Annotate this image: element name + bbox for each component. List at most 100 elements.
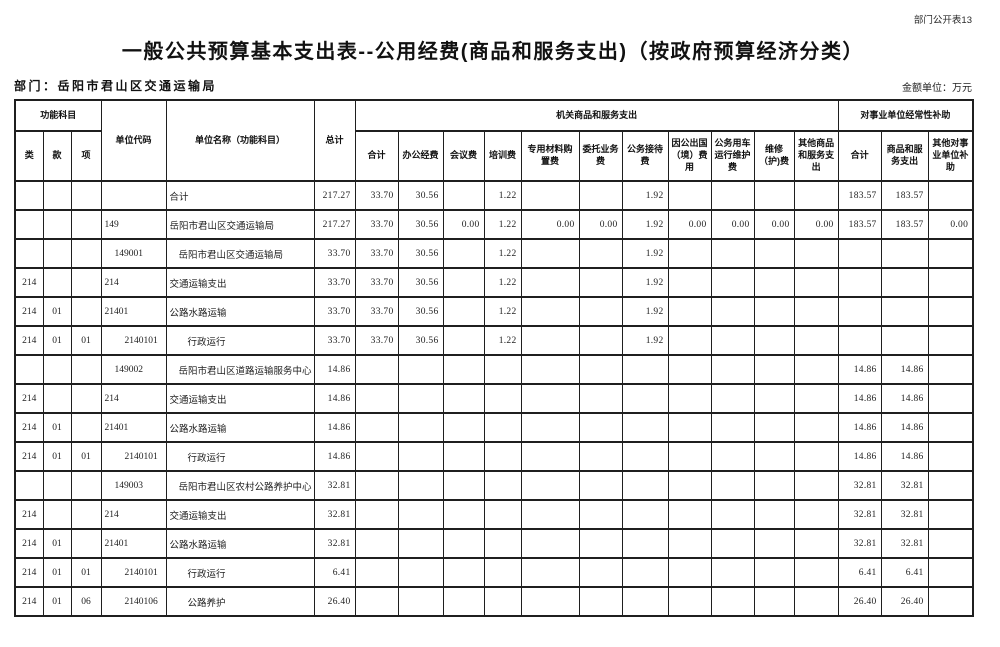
cell-subsidy-other <box>927 325 974 356</box>
cell-repair-fee <box>753 557 795 588</box>
cell-total: 32.81 <box>313 499 356 530</box>
table-row: 214 01 21401 公路水路运输 33.70 33.70 30.56 1.22 1.92 <box>14 296 974 327</box>
table-row: 214 01 06 2140106 公路养护 26.40 26.40 26.40 <box>14 586 974 617</box>
table-header: 功能科目 单位代码 单位名称（功能科目） 总计 机关商品和服务支出 对事业单位经… <box>14 99 974 182</box>
header-subsidy-col: 其他对事业单位补助 <box>927 130 974 182</box>
cell-repair-fee: 0.00 <box>753 209 795 240</box>
cell-total: 14.86 <box>313 412 356 443</box>
header-category: 类 <box>14 130 44 182</box>
cell-total: 32.81 <box>313 528 356 559</box>
cell-subsidy-goods: 6.41 <box>880 557 929 588</box>
cell-subsidy-goods <box>880 238 929 269</box>
cell-reception-fee <box>621 412 669 443</box>
cell-item: 01 <box>70 557 102 588</box>
cell-section: 01 <box>42 412 72 443</box>
cell-entrust-fee <box>578 238 623 269</box>
cell-materials-fee <box>520 470 580 501</box>
cell-subsidy-other <box>927 296 974 327</box>
cell-subsidy-goods: 183.57 <box>880 180 929 211</box>
cell-office-expense <box>397 470 444 501</box>
cell-repair-fee <box>753 296 795 327</box>
cell-subsidy-total: 183.57 <box>837 209 882 240</box>
cell-subsidy-total: 14.86 <box>837 441 882 472</box>
cell-unit-code: 21401 <box>100 412 167 443</box>
cell-section <box>42 180 72 211</box>
cell-subsidy-other <box>927 354 974 385</box>
cell-materials-fee <box>520 557 580 588</box>
cell-reception-fee <box>621 354 669 385</box>
cell-entrust-fee <box>578 441 623 472</box>
cell-category: 214 <box>14 441 44 472</box>
cell-unit-name: 交通运输支出 <box>165 383 315 414</box>
cell-unit-name: 岳阳市君山区道路运输服务中心 <box>165 354 315 385</box>
cell-meeting-fee <box>442 441 485 472</box>
cell-category <box>14 209 44 240</box>
cell-unit-name: 公路水路运输 <box>165 412 315 443</box>
cell-office-expense <box>397 499 444 530</box>
cell-other-goods <box>793 499 839 530</box>
cell-category: 214 <box>14 528 44 559</box>
cell-abroad-fee <box>667 528 712 559</box>
cell-office-expense: 30.56 <box>397 296 444 327</box>
cell-subsidy-total: 32.81 <box>837 470 882 501</box>
cell-svc-total: 33.70 <box>354 296 399 327</box>
cell-other-goods <box>793 325 839 356</box>
cell-subsidy-other <box>927 499 974 530</box>
cell-item <box>70 238 102 269</box>
cell-vehicle-fee <box>710 238 755 269</box>
cell-item <box>70 296 102 327</box>
cell-vehicle-fee <box>710 470 755 501</box>
cell-unit-code: 214 <box>100 383 167 414</box>
cell-office-expense: 30.56 <box>397 325 444 356</box>
cell-materials-fee <box>520 441 580 472</box>
cell-training-fee: 1.22 <box>483 267 522 298</box>
table-row: 149001 岳阳市君山区交通运输局 33.70 33.70 30.56 1.22 1.92 <box>14 238 974 269</box>
cell-item: 06 <box>70 586 102 617</box>
cell-entrust-fee <box>578 557 623 588</box>
cell-meeting-fee <box>442 267 485 298</box>
cell-reception-fee <box>621 528 669 559</box>
cell-category <box>14 238 44 269</box>
cell-vehicle-fee: 0.00 <box>710 209 755 240</box>
cell-vehicle-fee <box>710 557 755 588</box>
header-func-group: 功能科目 <box>14 99 102 132</box>
cell-unit-name: 行政运行 <box>165 325 315 356</box>
cell-other-goods <box>793 557 839 588</box>
cell-total: 14.86 <box>313 441 356 472</box>
cell-svc-total <box>354 557 399 588</box>
cell-other-goods <box>793 238 839 269</box>
cell-reception-fee <box>621 470 669 501</box>
cell-other-goods <box>793 412 839 443</box>
cell-section <box>42 470 72 501</box>
doc-sheet-number: 部门公开表13 <box>913 15 972 26</box>
cell-abroad-fee <box>667 470 712 501</box>
header-svc-col: 因公出国（境）费用 <box>667 130 712 182</box>
cell-unit-name: 行政运行 <box>165 557 315 588</box>
cell-reception-fee: 1.92 <box>621 296 669 327</box>
cell-materials-fee: 0.00 <box>520 209 580 240</box>
cell-vehicle-fee <box>710 383 755 414</box>
cell-other-goods <box>793 586 839 617</box>
department-label: 部门：岳阳市君山区交通运输局 <box>14 79 218 93</box>
cell-svc-total: 33.70 <box>354 209 399 240</box>
cell-section <box>42 209 72 240</box>
cell-subsidy-other <box>927 586 974 617</box>
header-row-sub: 类 款 项 合计 办公经费 会议费 培训费 专用材料购置费 委托业务费 公务接待费 因公出国（… <box>14 130 974 182</box>
cell-training-fee: 1.22 <box>483 296 522 327</box>
cell-training-fee <box>483 412 522 443</box>
cell-item: 01 <box>70 325 102 356</box>
cell-office-expense: 30.56 <box>397 209 444 240</box>
cell-entrust-fee <box>578 325 623 356</box>
cell-abroad-fee: 0.00 <box>667 209 712 240</box>
cell-abroad-fee <box>667 586 712 617</box>
cell-meeting-fee <box>442 354 485 385</box>
cell-subsidy-other <box>927 238 974 269</box>
cell-abroad-fee <box>667 412 712 443</box>
cell-subsidy-goods: 32.81 <box>880 499 929 530</box>
header-svc-col: 会议费 <box>442 130 485 182</box>
cell-materials-fee <box>520 267 580 298</box>
table-row: 214 01 01 2140101 行政运行 33.70 33.70 30.56 1.22 1.9… <box>14 325 974 356</box>
header-subsidy-col: 商品和服务支出 <box>880 130 929 182</box>
cell-reception-fee: 1.92 <box>621 267 669 298</box>
cell-subsidy-total: 14.86 <box>837 354 882 385</box>
